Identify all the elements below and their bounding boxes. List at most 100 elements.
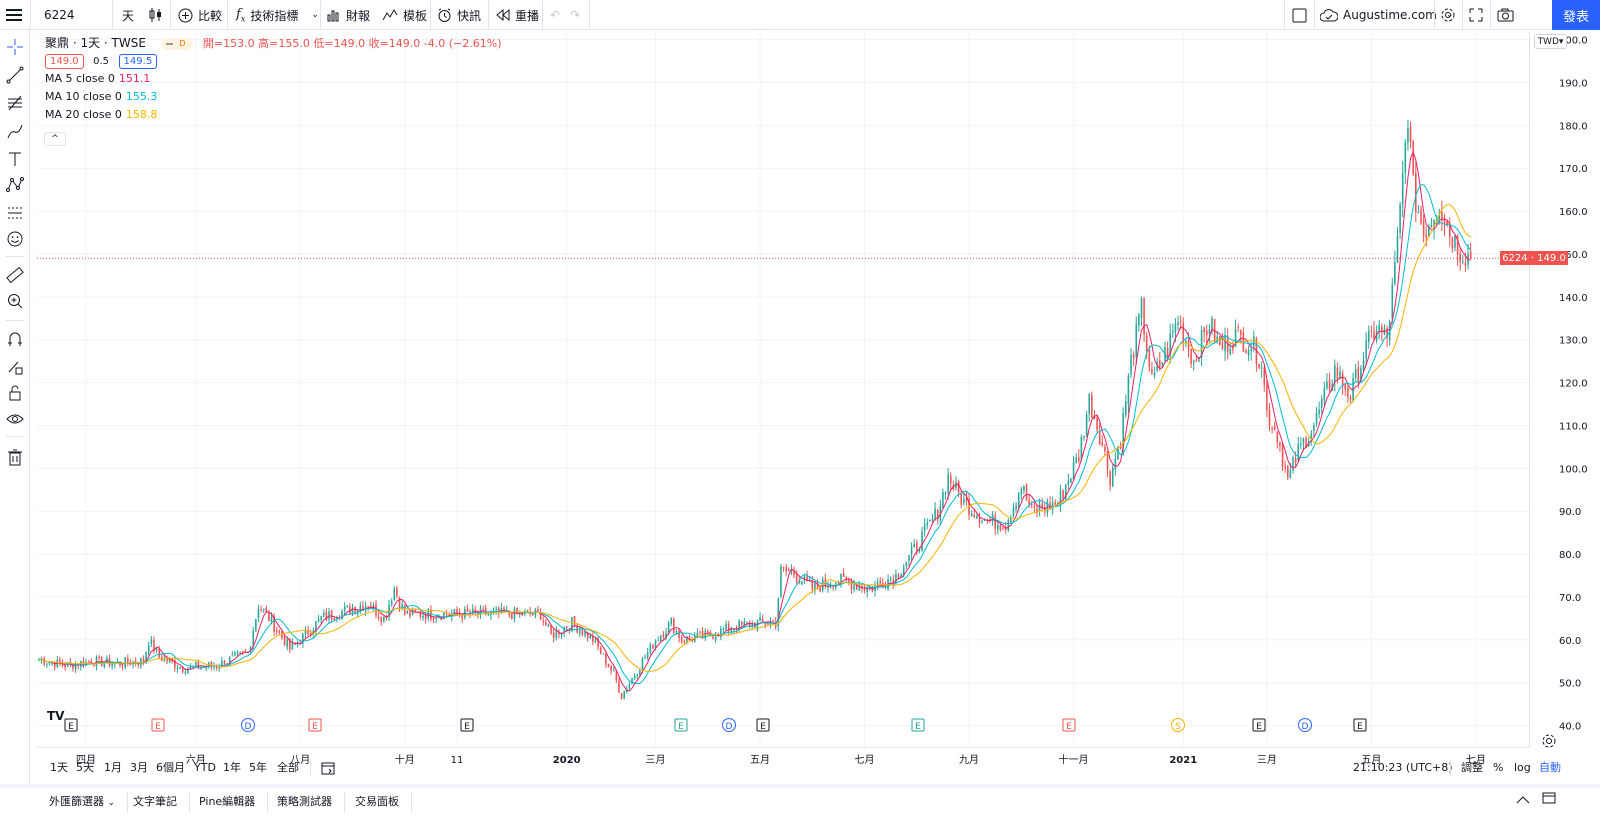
range-5y[interactable]: 5年 [249, 761, 267, 774]
candle-body [1091, 394, 1093, 418]
financials-button[interactable]: 財報 [327, 0, 370, 30]
legend-collapse-button[interactable]: ^ [44, 132, 66, 146]
replay-button[interactable]: 重播 [496, 0, 539, 30]
camera-icon[interactable] [1497, 0, 1514, 30]
bid-price[interactable]: 149.0 [45, 54, 84, 69]
candle-body [396, 587, 398, 596]
range-all[interactable]: 全部 [277, 761, 299, 774]
alert-button[interactable]: 快訊 [437, 0, 481, 30]
unlock-icon[interactable] [4, 382, 26, 404]
ma10-legend[interactable]: MA 10 close 0 155.3 [45, 88, 502, 106]
event-marker-letter: E [464, 722, 470, 732]
currency-selector[interactable]: TWD ▾ [1534, 34, 1567, 49]
candle [740, 621, 743, 630]
tab-trading-panel[interactable]: 交易面板 [343, 792, 412, 812]
range-6m[interactable]: 6個月 [156, 761, 185, 774]
time-tick-label: 十一月 [1059, 753, 1089, 766]
candle-body [370, 605, 372, 609]
candle [1286, 464, 1289, 480]
range-1d[interactable]: 1天 [50, 761, 68, 774]
fib-retracement-icon[interactable] [4, 92, 26, 114]
ask-price[interactable]: 149.5 [118, 54, 158, 69]
ma10-label: MA 10 close 0 [45, 90, 122, 103]
tab-text-notes[interactable]: 文字筆記 [121, 792, 190, 812]
ma20-legend[interactable]: MA 20 close 0 158.8 [45, 106, 502, 124]
candles-icon[interactable] [149, 0, 163, 30]
text-tool-icon[interactable] [4, 148, 26, 170]
lock-drawing-icon[interactable] [4, 356, 26, 378]
range-3m[interactable]: 3月 [130, 761, 148, 774]
range-1m[interactable]: 1月 [104, 761, 122, 774]
candle-body [589, 634, 592, 639]
tab-strategy-tester[interactable]: 策略測試器 [265, 792, 345, 812]
tab-pine-editor[interactable]: Pine編輯器 [187, 792, 269, 812]
candle-body [1172, 331, 1174, 333]
time-axis[interactable]: 四月 六月 八月 十月 11 2020 三月 五月 七月 九月 十一月 2021 三月 五月 七月 [37, 747, 1530, 769]
percent-button[interactable]: % [1493, 761, 1504, 774]
range-1y[interactable]: 1年 [223, 761, 241, 774]
forecast-icon[interactable] [4, 202, 26, 224]
candle-body [231, 655, 234, 657]
candle-body [1198, 360, 1200, 362]
candle-body [539, 611, 542, 620]
trash-icon[interactable] [4, 446, 26, 468]
smiley-icon[interactable] [4, 228, 26, 250]
candle-body [244, 651, 247, 653]
zoom-in-icon[interactable] [4, 290, 26, 312]
crosshair-icon[interactable] [4, 36, 26, 58]
fullscreen-icon[interactable] [1469, 0, 1483, 30]
price-chart[interactable]: E E D E E E D E E E S E D ETV [37, 31, 1530, 747]
interval-button[interactable]: 天 [122, 0, 134, 30]
candle-body [936, 510, 939, 520]
candle-body [1425, 234, 1428, 238]
goto-date-icon[interactable] [321, 756, 335, 780]
clock-time[interactable]: 21:10:23 (UTC+8) [1353, 761, 1453, 774]
candle-body [390, 601, 393, 605]
candle-body [1101, 442, 1104, 446]
candle-body [963, 499, 965, 504]
trend-line-icon[interactable] [4, 64, 26, 86]
auto-button[interactable]: 自動 [1539, 761, 1561, 774]
candle-body [1127, 375, 1130, 404]
maximize-panel-icon[interactable] [1542, 792, 1556, 807]
publish-button[interactable]: 發表 [1552, 0, 1600, 30]
axis-settings-gear-icon[interactable] [1541, 733, 1557, 749]
candle-body [1373, 330, 1375, 340]
pattern-icon[interactable] [4, 174, 26, 196]
magnet-icon[interactable] [4, 328, 26, 350]
cloud-save-button[interactable]: Augustime.com ⌄ [1320, 0, 1453, 30]
symbol-title[interactable]: 聚鼎 · 1天 · TWSE [45, 36, 146, 50]
collapse-panel-icon[interactable] [1516, 794, 1530, 808]
log-button[interactable]: log [1514, 761, 1531, 774]
redo-icon[interactable]: ↷ [570, 8, 581, 22]
ma5-legend[interactable]: MA 5 close 0 151.1 [45, 70, 502, 88]
chart-pane[interactable]: E E D E E E D E E E S E D E TV [37, 31, 1530, 747]
ruler-icon[interactable] [4, 264, 26, 286]
eye-icon[interactable] [4, 408, 26, 430]
range-5d[interactable]: 5天 [76, 761, 94, 774]
candle-body [678, 630, 680, 639]
indicators-button[interactable]: fx 技術指標 ⌄ [236, 0, 319, 30]
adjust-button[interactable]: 調整 [1461, 761, 1483, 774]
time-tick-label: 2021 [1169, 755, 1197, 766]
range-ytd[interactable]: YTD [194, 761, 216, 774]
templates-button[interactable]: 模板 [382, 0, 427, 30]
symbol-search[interactable]: 6224 [44, 0, 75, 30]
candle-body [98, 657, 100, 659]
candle-body [1213, 319, 1216, 342]
candle [1399, 201, 1401, 239]
brush-icon[interactable] [4, 120, 26, 142]
candle-body [657, 640, 659, 642]
undo-icon[interactable]: ↶ [550, 8, 561, 22]
compare-button[interactable]: 比較 [178, 0, 222, 30]
settings-gear-icon[interactable] [1440, 0, 1456, 30]
candle [801, 580, 803, 586]
price-axis[interactable]: 40.0 50.0 60.0 70.0 80.0 90.0 100.0 110.0 120.0 1… [1531, 31, 1600, 747]
candle-body [806, 575, 808, 581]
candle-body [1036, 507, 1038, 512]
tab-forex-screener[interactable]: 外匯篩選器 ⌄ [37, 792, 129, 812]
layout-icon[interactable] [1292, 0, 1307, 30]
data-dot-icon: D [161, 38, 194, 50]
menu-icon[interactable] [6, 0, 24, 30]
candle [1284, 460, 1286, 473]
